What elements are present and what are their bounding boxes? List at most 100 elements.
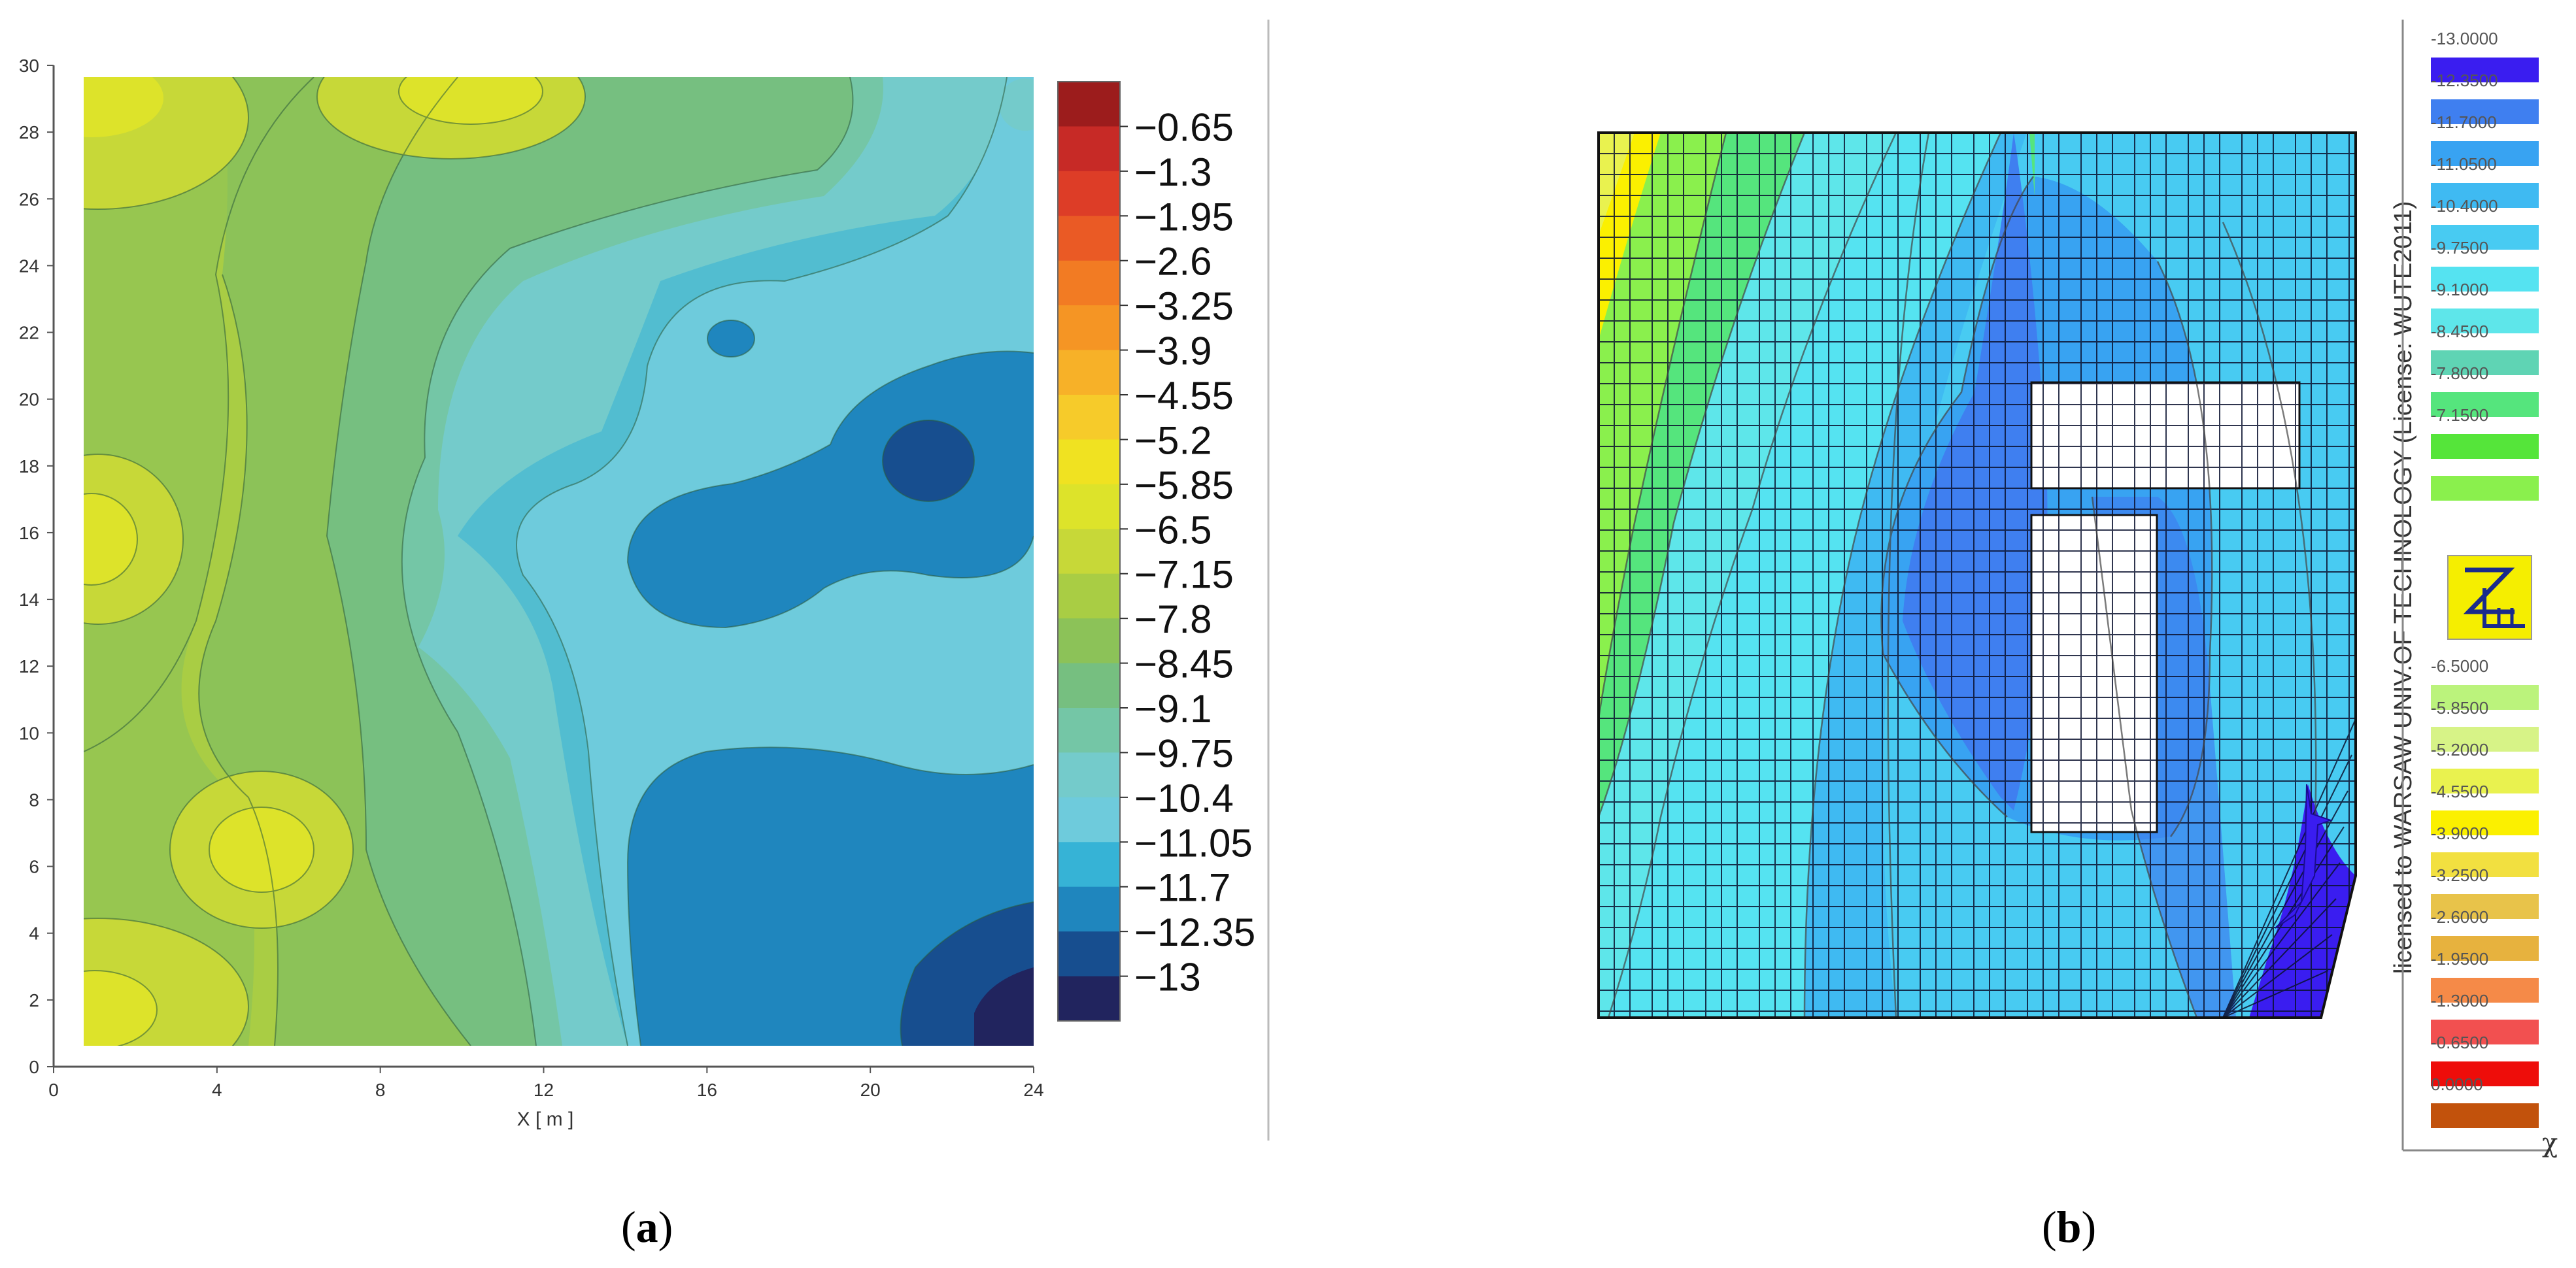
legend-label-b: -11.7000	[2431, 112, 2497, 132]
colorbar-label-a: −6.5	[1134, 508, 1212, 552]
colorbar-swatch-a	[1058, 171, 1120, 216]
colorbar-frame-a	[1057, 81, 1121, 1022]
legend-swatch-b	[2431, 852, 2539, 877]
x-tick-label-a: 8	[375, 1080, 386, 1100]
caption-a: (a)	[621, 1202, 673, 1252]
y-tick-label-a: 24	[19, 256, 39, 276]
colorbar-label-a: −7.8	[1134, 597, 1212, 641]
colorbar-swatch-a	[1058, 260, 1120, 306]
y-tick-label-a: 8	[29, 790, 39, 810]
x-ticks-a: 0 4 8 12 16 20 24	[48, 1067, 1044, 1100]
x-tick-label-a: 0	[48, 1080, 59, 1100]
legend-swatch-b	[2431, 685, 2539, 710]
legend-label-b: -3.9000	[2431, 824, 2488, 843]
colorbar-a: −0.65−1.3−1.95−2.6−3.25−3.9−4.55−5.2−5.8…	[1057, 81, 1255, 1022]
legend-label-b: -5.8500	[2431, 698, 2488, 718]
legend-label-b: -13.0000	[2431, 29, 2498, 48]
x-tick-label-a: 12	[534, 1080, 554, 1100]
colorbar-label-a: −3.25	[1134, 284, 1234, 328]
mesh-line-diag	[2222, 898, 2337, 1018]
legend-swatch-b	[2431, 309, 2539, 333]
legend-label-b: -0.6500	[2431, 1033, 2488, 1052]
legend-swatch-b	[2431, 225, 2539, 250]
y-tick-label-a: 30	[19, 56, 39, 76]
spike-feature-b	[2275, 784, 2333, 929]
legend-b: -13.0000 -12.3500 -11.7000 -11.0500 -10.4000…	[2431, 29, 2539, 1128]
legend-label-b: -12.3500	[2431, 71, 2498, 90]
legend-swatch-b	[2431, 434, 2539, 459]
colorbar-swatch-a	[1058, 216, 1120, 261]
colorbar-label-a: −7.15	[1134, 553, 1234, 597]
y-tick-label-a: 10	[19, 723, 39, 743]
contour-field-a	[84, 77, 1034, 1046]
panel-a-plot: 0 4 8 12 16 20 24 024681012141618202224262830 …	[19, 56, 1255, 1130]
colorbar-swatch-a	[1058, 797, 1120, 843]
y-tick-label-a: 16	[19, 523, 39, 543]
colorbar-label-a: −1.95	[1134, 195, 1234, 239]
y-tick-label-a: 28	[19, 122, 39, 142]
legend-label-b: -1.3000	[2431, 991, 2488, 1010]
colorbar-swatch-a	[1058, 752, 1120, 798]
colorbar-swatch-a	[1058, 529, 1120, 575]
x-tick-label-a: 20	[860, 1080, 881, 1100]
y-tick-label-a: 26	[19, 189, 39, 209]
legend-swatch-b	[2431, 476, 2539, 501]
colorbar-swatch-a	[1058, 305, 1120, 351]
legend-label-b: -7.1500	[2431, 405, 2488, 425]
y-tick-label-a: 20	[19, 390, 39, 410]
mesh-line-diag	[2222, 718, 2356, 1018]
mesh-line-diag	[2222, 862, 2341, 1018]
legend-swatch-b	[2431, 1020, 2539, 1044]
legend-swatch-b	[2431, 141, 2539, 166]
caption-b: (b)	[2042, 1202, 2097, 1252]
y-tick-label-a: 6	[29, 857, 39, 877]
y-tick-label-a: 22	[19, 323, 39, 343]
y-tick-label-a: 18	[19, 456, 39, 476]
legend-label-b: -6.5000	[2431, 656, 2488, 676]
legend-swatch-b	[2431, 727, 2539, 752]
legend-swatch-b	[2431, 58, 2539, 82]
y-tick-label-a: 4	[29, 924, 39, 944]
colorbar-label-a: −9.75	[1134, 731, 1234, 775]
legend-swatch-b	[2431, 183, 2539, 208]
legend-label-b: -10.4000	[2431, 196, 2498, 216]
colorbar-label-a: −11.7	[1134, 866, 1230, 910]
x-tick-label-a: 16	[697, 1080, 717, 1100]
legend-axis-glyph: χ	[2542, 1128, 2558, 1158]
colorbar-swatch-a	[1058, 663, 1120, 709]
mesh-line-diag	[2222, 754, 2352, 1018]
domain-outline-b	[1597, 131, 2357, 1019]
colorbar-label-a: −0.65	[1134, 105, 1234, 149]
colorbar-label-a: −4.55	[1134, 374, 1234, 418]
legend-swatch-b	[2431, 1061, 2539, 1086]
y-tick-label-a: 2	[29, 990, 39, 1010]
software-logo-b	[2447, 555, 2532, 640]
x-tick-label-a: 24	[1023, 1080, 1043, 1100]
legend-swatch-b	[2431, 894, 2539, 919]
y-tick-label-a: 12	[19, 656, 39, 676]
fem-field-b	[1599, 133, 2356, 1018]
legend-label-b: -8.4500	[2431, 322, 2488, 341]
legend-label-b: -4.5500	[2431, 782, 2488, 801]
legend-swatch-b	[2431, 769, 2539, 793]
colorbar-swatch-a	[1058, 439, 1120, 485]
colorbar-swatch-a	[1058, 573, 1120, 619]
legend-label-b: -5.2000	[2431, 740, 2488, 759]
y-tick-label-a: 14	[19, 590, 39, 610]
legend-swatch-b	[2431, 1103, 2539, 1128]
y-tick-label-a: 0	[29, 1057, 39, 1077]
legend-label-b: -7.8000	[2431, 363, 2488, 383]
legend-label-b: -9.1000	[2431, 280, 2488, 299]
legend-label-b: -9.7500	[2431, 238, 2488, 258]
panel-b-plot: licensed to WARSAW UNIV.OF TECHNOLOGY (L…	[1597, 20, 2558, 1158]
legend-swatch-b	[2431, 936, 2539, 961]
colorbar-swatch-a	[1058, 484, 1120, 529]
colorbar-label-a: −11.05	[1134, 821, 1253, 865]
x-tick-label-a: 4	[212, 1080, 222, 1100]
legend-label-b: 0.0000	[2431, 1075, 2483, 1094]
colorbar-swatch-a	[1058, 886, 1120, 932]
legend-swatch-b	[2431, 350, 2539, 375]
colorbar-label-a: −5.85	[1134, 463, 1234, 507]
